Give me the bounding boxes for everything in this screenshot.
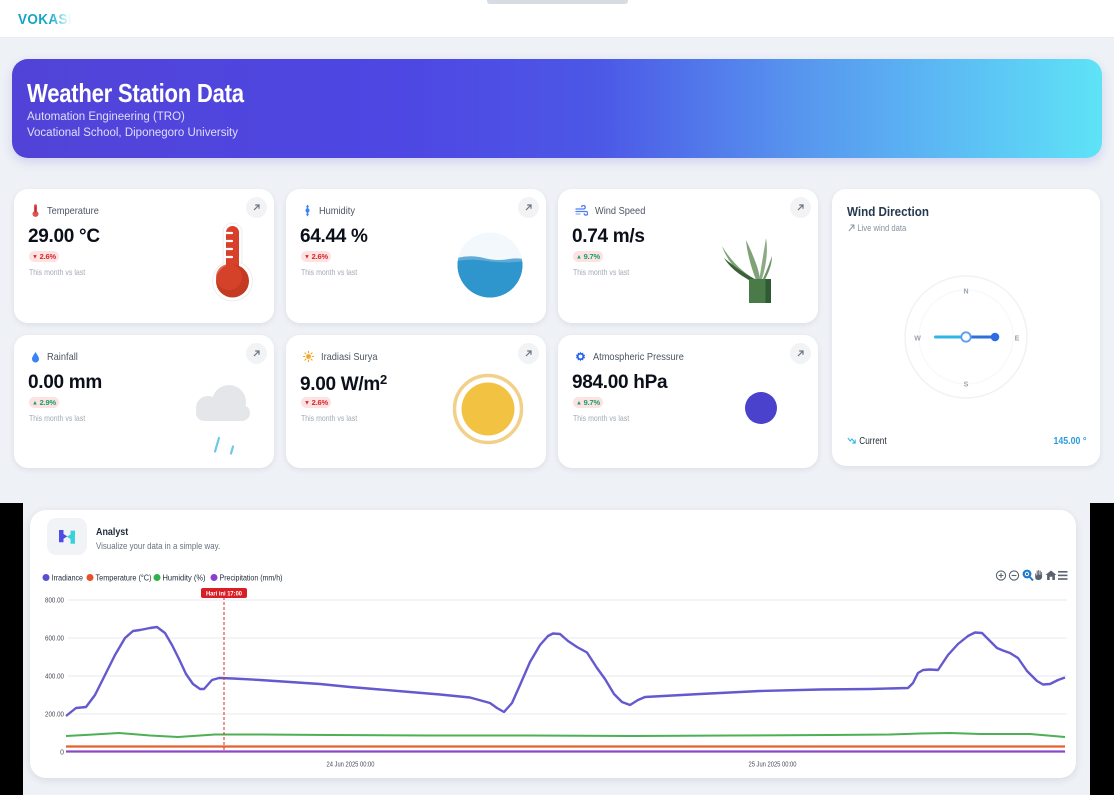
svg-text:Irradiance: Irradiance xyxy=(52,573,84,582)
svg-text:W: W xyxy=(914,335,921,342)
svg-text:Temperature (°C): Temperature (°C) xyxy=(96,573,152,582)
svg-text:400.00: 400.00 xyxy=(45,674,64,681)
svg-text:0: 0 xyxy=(60,750,64,757)
svg-text:N: N xyxy=(963,289,968,296)
svg-text:Humidity (%): Humidity (%) xyxy=(163,573,206,582)
svg-text:800.00: 800.00 xyxy=(45,598,64,605)
svg-text:200.00: 200.00 xyxy=(45,712,64,719)
svg-text:E: E xyxy=(1015,335,1020,342)
svg-text:Precipitation (mm/h): Precipitation (mm/h) xyxy=(220,573,283,582)
svg-text:25 Jun 2025 00:00: 25 Jun 2025 00:00 xyxy=(749,762,797,769)
svg-text:Hari ini 17:00: Hari ini 17:00 xyxy=(206,591,242,598)
svg-text:24 Jun 2025 00:00: 24 Jun 2025 00:00 xyxy=(327,762,375,769)
svg-text:S: S xyxy=(964,382,969,389)
svg-text:600.00: 600.00 xyxy=(45,636,64,643)
